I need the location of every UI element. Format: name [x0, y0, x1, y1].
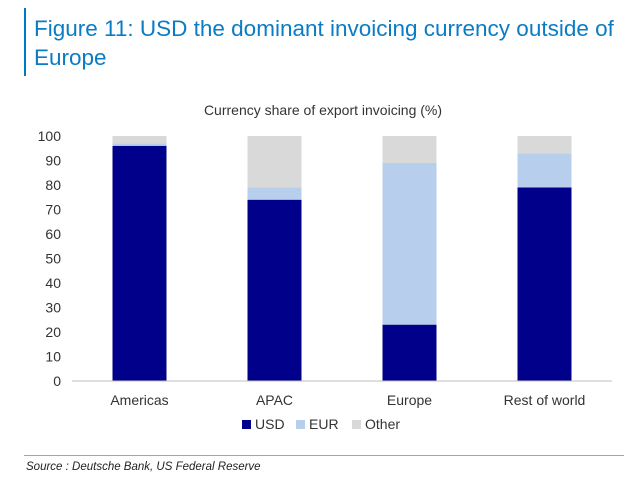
y-tick-label: 30 [45, 300, 61, 316]
legend-label-usd: USD [255, 416, 285, 432]
y-tick-label: 10 [45, 349, 61, 365]
y-tick-label: 70 [45, 202, 61, 218]
legend-label-other: Other [365, 416, 400, 432]
bars-group [112, 136, 572, 381]
y-tick-label: 60 [45, 226, 61, 242]
figure-title: Figure 11: USD the dominant invoicing cu… [34, 16, 614, 70]
bar-other-europe [382, 136, 437, 163]
bar-eur-rest-of-world [517, 153, 572, 188]
bar-eur-apac [247, 187, 302, 200]
x-axis-labels: Americas APAC Europe Rest of world [110, 392, 585, 408]
y-tick-label: 90 [45, 153, 61, 169]
title-accent-rule [24, 8, 26, 76]
bar-usd-apac [247, 199, 302, 381]
x-tick-label: APAC [256, 392, 293, 408]
y-axis: 0 10 20 30 40 50 60 70 80 90 100 [38, 128, 62, 389]
bar-other-americas [112, 136, 167, 144]
legend-swatch-other [352, 420, 361, 429]
legend-swatch-eur [296, 420, 305, 429]
y-tick-label: 0 [53, 373, 61, 389]
bar-usd-rest-of-world [517, 187, 572, 381]
y-tick-label: 50 [45, 251, 61, 267]
source-note: Source : Deutsche Bank, US Federal Reser… [26, 461, 261, 473]
y-tick-label: 80 [45, 177, 61, 193]
x-tick-label: Rest of world [504, 392, 586, 408]
legend-label-eur: EUR [309, 416, 339, 432]
y-tick-label: 100 [38, 128, 62, 144]
bar-usd-europe [382, 324, 437, 381]
chart-title: Currency share of export invoicing (%) [204, 102, 442, 118]
bar-eur-europe [382, 162, 437, 325]
bar-other-apac [247, 136, 302, 188]
legend-swatch-usd [242, 420, 251, 429]
bar-other-rest-of-world [517, 136, 572, 154]
x-tick-label: Americas [110, 392, 168, 408]
y-tick-label: 20 [45, 324, 61, 340]
footer-rule [24, 455, 624, 456]
legend: USD EUR Other [242, 416, 400, 432]
y-tick-label: 40 [45, 275, 61, 291]
bar-eur-americas [112, 143, 167, 146]
bar-usd-americas [112, 145, 167, 381]
x-tick-label: Europe [387, 392, 432, 408]
